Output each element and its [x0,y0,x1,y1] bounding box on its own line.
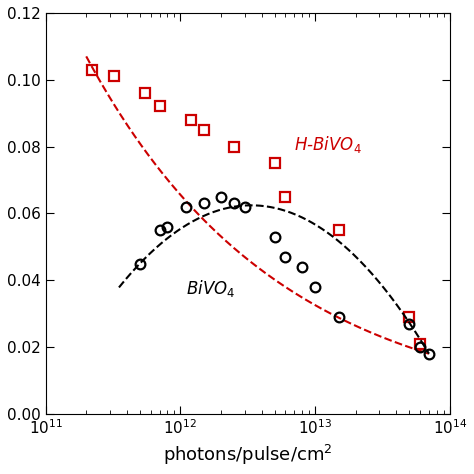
Text: BiVO$_4$: BiVO$_4$ [186,278,235,299]
Text: H-BiVO$_4$: H-BiVO$_4$ [294,134,362,155]
X-axis label: photons/pulse/cm$^2$: photons/pulse/cm$^2$ [163,443,332,467]
